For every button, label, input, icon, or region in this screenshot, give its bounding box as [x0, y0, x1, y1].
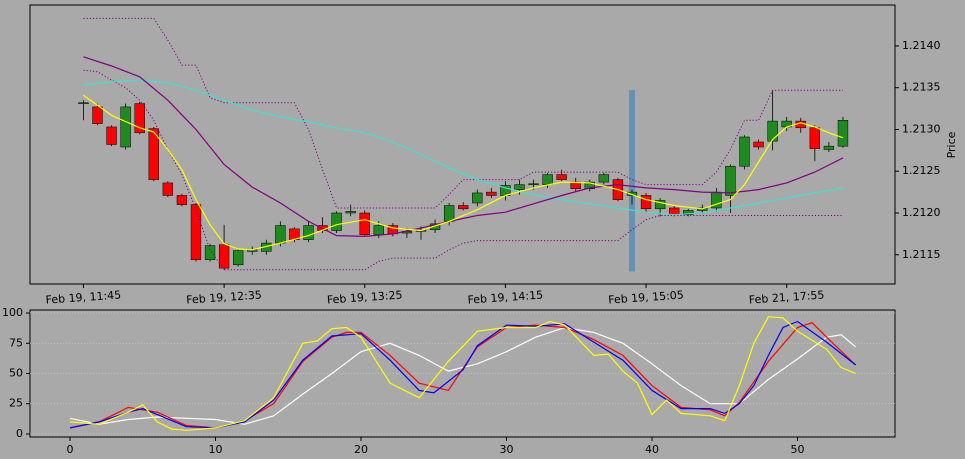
line	[83, 94, 844, 251]
candle-body	[669, 207, 680, 215]
x-tick-label: 40	[645, 443, 659, 456]
candle-body	[78, 102, 89, 104]
y-tick-label: 50	[9, 367, 23, 380]
line	[83, 56, 844, 238]
candle-body	[626, 191, 638, 196]
candle-body	[331, 212, 342, 231]
candle-body	[359, 212, 370, 235]
candle-body	[542, 174, 553, 185]
x-tick-label: Feb 19, 13:25	[327, 288, 403, 306]
line	[83, 17, 843, 209]
candle-body	[725, 165, 736, 196]
x-tick-label: Feb 19, 15:05	[608, 288, 684, 306]
candle-body	[429, 223, 441, 230]
candle-body	[190, 204, 202, 261]
candle-body	[640, 195, 652, 210]
y-tick-label: 1.2120	[902, 206, 941, 219]
candle-body	[556, 174, 567, 180]
x-tick-label: Feb 19, 12:35	[186, 288, 262, 306]
candle-body	[584, 181, 595, 190]
y-tick-label: 100	[2, 306, 23, 319]
candle-body	[373, 225, 384, 235]
candle-body	[598, 174, 610, 183]
candle-body	[275, 225, 286, 244]
y-tick-label: 1.2125	[902, 164, 941, 177]
x-tick-label: Feb 21, 17:55	[748, 288, 824, 306]
candle-body	[176, 195, 188, 205]
y-tick-label: 1.2130	[902, 122, 941, 135]
candle-body	[683, 210, 694, 215]
candle-body	[204, 245, 216, 261]
candle-body	[120, 106, 131, 148]
candle-body	[528, 183, 539, 186]
y-axis-label: Price	[945, 131, 958, 158]
candle-body	[767, 120, 778, 142]
candle-body	[443, 205, 455, 222]
y-tick-label: 25	[9, 397, 23, 410]
line	[69, 320, 857, 429]
candle-body	[148, 128, 159, 180]
x-tick-label: 20	[354, 443, 368, 456]
x-tick-label: 50	[791, 443, 805, 456]
x-tick-label: 10	[209, 443, 223, 456]
candle-body	[218, 244, 230, 269]
candle-body	[472, 192, 483, 204]
y-tick-label: 1.2140	[902, 39, 941, 52]
candle-body	[106, 126, 117, 145]
y-tick-label: 0	[16, 427, 23, 440]
x-tick-label: Feb 19, 14:15	[467, 288, 543, 306]
candle-body	[345, 211, 356, 214]
candle-body	[92, 106, 103, 124]
candle-body	[162, 182, 174, 196]
candle-body	[837, 120, 849, 147]
line	[69, 326, 857, 425]
candle-body	[654, 200, 666, 210]
candle-body	[809, 127, 821, 149]
line	[69, 316, 856, 431]
candle-body	[232, 250, 244, 266]
candle-body	[739, 136, 750, 167]
highlight-bar	[628, 90, 635, 272]
x-tick-label: Feb 19, 11:45	[45, 288, 121, 306]
price-axes	[29, 4, 896, 285]
y-tick-label: 75	[9, 336, 23, 349]
y-tick-label: 1.2115	[902, 248, 941, 261]
candle-body	[823, 145, 835, 150]
candle-body	[303, 225, 314, 240]
candle-body	[753, 141, 764, 148]
x-tick-label: 0	[67, 443, 74, 456]
candle-body	[486, 191, 497, 196]
candle-body	[458, 205, 469, 210]
y-tick-label: 1.2135	[902, 81, 941, 94]
candle-body	[514, 184, 525, 190]
candle-body	[134, 103, 145, 134]
line	[83, 79, 844, 216]
x-tick-label: 30	[500, 443, 514, 456]
